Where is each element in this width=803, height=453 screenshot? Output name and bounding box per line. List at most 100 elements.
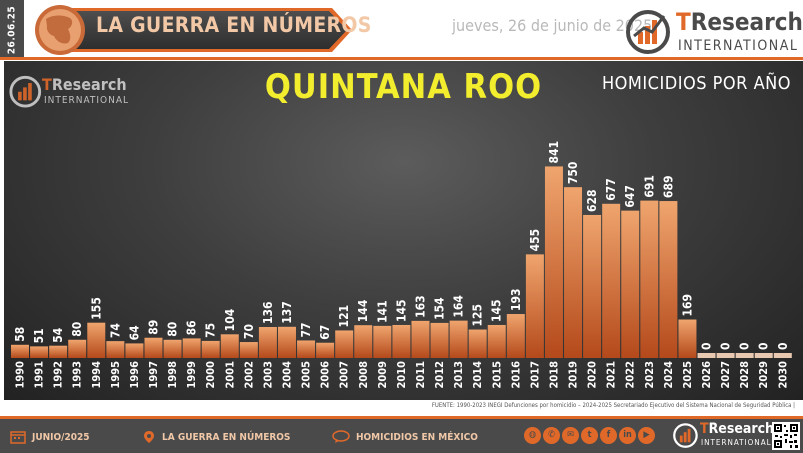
tick-label-2004: 2004: [280, 361, 293, 389]
date-side-tab: 26.06.25: [0, 0, 24, 60]
tick-label-2015: 2015: [490, 361, 503, 389]
tick-label-2021: 2021: [605, 361, 618, 389]
logo-mark-icon: [673, 423, 698, 448]
bar-1995: [106, 341, 125, 358]
value-label-1998: 80: [166, 322, 180, 337]
tick-label-1997: 1997: [147, 361, 160, 389]
header-divider: [0, 57, 803, 60]
bar-2013: [449, 320, 468, 358]
tick-label-2025: 2025: [681, 361, 694, 389]
tick-label-2011: 2011: [414, 361, 427, 389]
qr-code-icon[interactable]: [772, 422, 800, 450]
value-label-2027: 0: [719, 342, 733, 350]
tick-label-1996: 1996: [128, 361, 141, 389]
bar-2020: [583, 214, 602, 358]
tick-label-2028: 2028: [738, 361, 751, 389]
source-line: FUENTE: 1990-2023 INEGI Defunciones por …: [0, 400, 803, 414]
bar-2012: [430, 322, 449, 358]
tick-label-1990: 1990: [14, 361, 27, 389]
tick-label-1995: 1995: [109, 361, 122, 389]
bar-2009: [373, 325, 392, 358]
footer-topic: HOMICIDIOS EN MÉXICO: [332, 430, 478, 444]
value-label-2010: 145: [394, 299, 408, 322]
facebook-icon[interactable]: f: [600, 427, 617, 444]
value-label-2025: 169: [680, 294, 694, 317]
value-label-2007: 121: [337, 305, 351, 328]
tresearch-logo: TResearch INTERNATIONAL: [624, 6, 803, 56]
bar-2010: [392, 324, 411, 358]
value-label-2000: 75: [204, 323, 218, 338]
tick-label-2001: 2001: [223, 361, 236, 389]
value-label-1996: 64: [127, 325, 141, 341]
tick-label-2017: 2017: [528, 361, 541, 389]
logo-subline: INTERNATIONAL: [678, 38, 799, 54]
value-label-2006: 67: [318, 325, 332, 340]
value-label-2011: 163: [413, 295, 427, 318]
value-label-1993: 80: [70, 322, 84, 337]
tick-label-2012: 2012: [433, 361, 446, 389]
footer-logo: TResearch INTERNATIONAL: [672, 421, 775, 453]
logo-wordmark: TResearch: [700, 421, 775, 437]
header-date: jueves, 26 de junio de 2025: [452, 16, 653, 35]
tick-label-2018: 2018: [547, 361, 560, 389]
logo-wordmark: TResearch: [42, 75, 127, 94]
tick-label-2023: 2023: [643, 361, 656, 389]
globe-icon[interactable]: ◍: [524, 427, 541, 444]
value-label-2024: 689: [661, 176, 675, 199]
tick-label-2002: 2002: [242, 361, 255, 389]
bar-2015: [487, 324, 506, 358]
value-label-1997: 89: [146, 320, 160, 335]
bar-2017: [525, 254, 544, 358]
tick-label-2030: 2030: [776, 361, 789, 389]
value-label-2030: 0: [776, 342, 790, 350]
tick-label-2024: 2024: [662, 361, 675, 389]
bar-1997: [144, 337, 163, 358]
logo-subline: INTERNATIONAL: [44, 95, 130, 106]
bar-1994: [87, 322, 106, 358]
state-map-icon: [46, 15, 73, 44]
tick-label-2020: 2020: [586, 361, 599, 389]
twitter-icon[interactable]: t: [581, 427, 598, 444]
chart-panel: TResearch INTERNATIONAL QUINTANA ROO HOM…: [4, 61, 803, 400]
bar-1993: [68, 339, 87, 358]
value-label-2005: 77: [299, 322, 313, 337]
bar-2022: [621, 210, 640, 358]
logo-wordmark: TResearch: [676, 8, 803, 36]
tick-label-2000: 2000: [204, 361, 217, 389]
tick-label-2016: 2016: [509, 361, 522, 389]
value-label-2013: 164: [452, 295, 466, 318]
chart-title: QUINTANA ROO: [264, 67, 543, 107]
value-label-1990: 58: [13, 327, 27, 342]
bar-1990: [11, 344, 29, 358]
value-label-2022: 647: [623, 185, 637, 208]
tick-label-2013: 2013: [452, 361, 465, 389]
bar-2000: [201, 340, 220, 358]
youtube-icon[interactable]: ▶: [638, 427, 655, 444]
value-label-1992: 54: [51, 327, 65, 343]
bar-2025: [678, 319, 697, 358]
bar-2019: [564, 187, 583, 358]
tick-label-2009: 2009: [376, 361, 389, 389]
bar-2018: [544, 166, 563, 358]
bar-2024: [659, 201, 678, 358]
source-text: FUENTE: 1990-2023 INEGI Defunciones por …: [431, 402, 795, 409]
whatsapp-icon[interactable]: ✆: [543, 427, 560, 444]
tick-label-1994: 1994: [90, 361, 103, 389]
chart-subtitle: HOMICIDIOS POR AÑO: [602, 73, 791, 94]
value-label-2002: 70: [242, 324, 256, 339]
bar-1998: [163, 339, 182, 358]
value-label-2008: 144: [356, 299, 370, 322]
bar-2007: [335, 330, 354, 358]
email-icon[interactable]: ✉: [562, 427, 579, 444]
bar-2001: [220, 334, 239, 358]
tick-label-2007: 2007: [338, 361, 351, 389]
tick-label-1998: 1998: [166, 361, 179, 389]
value-label-2019: 750: [566, 162, 580, 185]
bar-2005: [297, 340, 316, 358]
value-label-1991: 51: [32, 328, 46, 343]
linkedin-icon[interactable]: in: [619, 427, 636, 444]
tick-label-2019: 2019: [567, 361, 580, 389]
value-label-1994: 155: [89, 297, 103, 320]
bar-2011: [411, 320, 430, 358]
value-label-1999: 86: [185, 320, 199, 335]
